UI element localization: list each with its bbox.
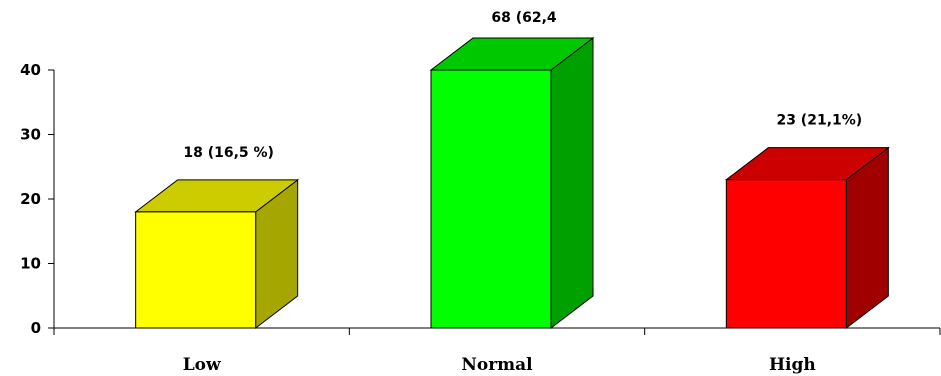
bar-high xyxy=(724,146,890,330)
x-category-label: Normal xyxy=(461,355,533,375)
bar-front-face xyxy=(135,211,257,329)
bar-front-face xyxy=(430,69,552,329)
bar-front-face xyxy=(725,179,847,329)
labels-layer: 18 (16,5 %) Low 68 (62,4 Normal 23 (21,1%) Hi… xyxy=(183,10,863,375)
x-category-label: Low xyxy=(183,355,221,375)
y-tick-label: 40 xyxy=(20,61,41,79)
bar-low xyxy=(134,178,300,330)
data-label: 68 (62,4 xyxy=(491,10,557,26)
y-tick-label: 10 xyxy=(20,255,41,273)
data-label: 23 (21,1%) xyxy=(776,113,862,129)
y-tick-label: 30 xyxy=(20,126,41,144)
bar-side-face xyxy=(550,36,594,330)
y-tick-label: 0 xyxy=(31,319,41,337)
bar-normal xyxy=(429,36,595,330)
x-category-label: High xyxy=(769,355,816,375)
bars-layer xyxy=(134,36,890,330)
y-tick-label: 20 xyxy=(20,190,41,208)
data-label: 18 (16,5 %) xyxy=(183,145,274,161)
